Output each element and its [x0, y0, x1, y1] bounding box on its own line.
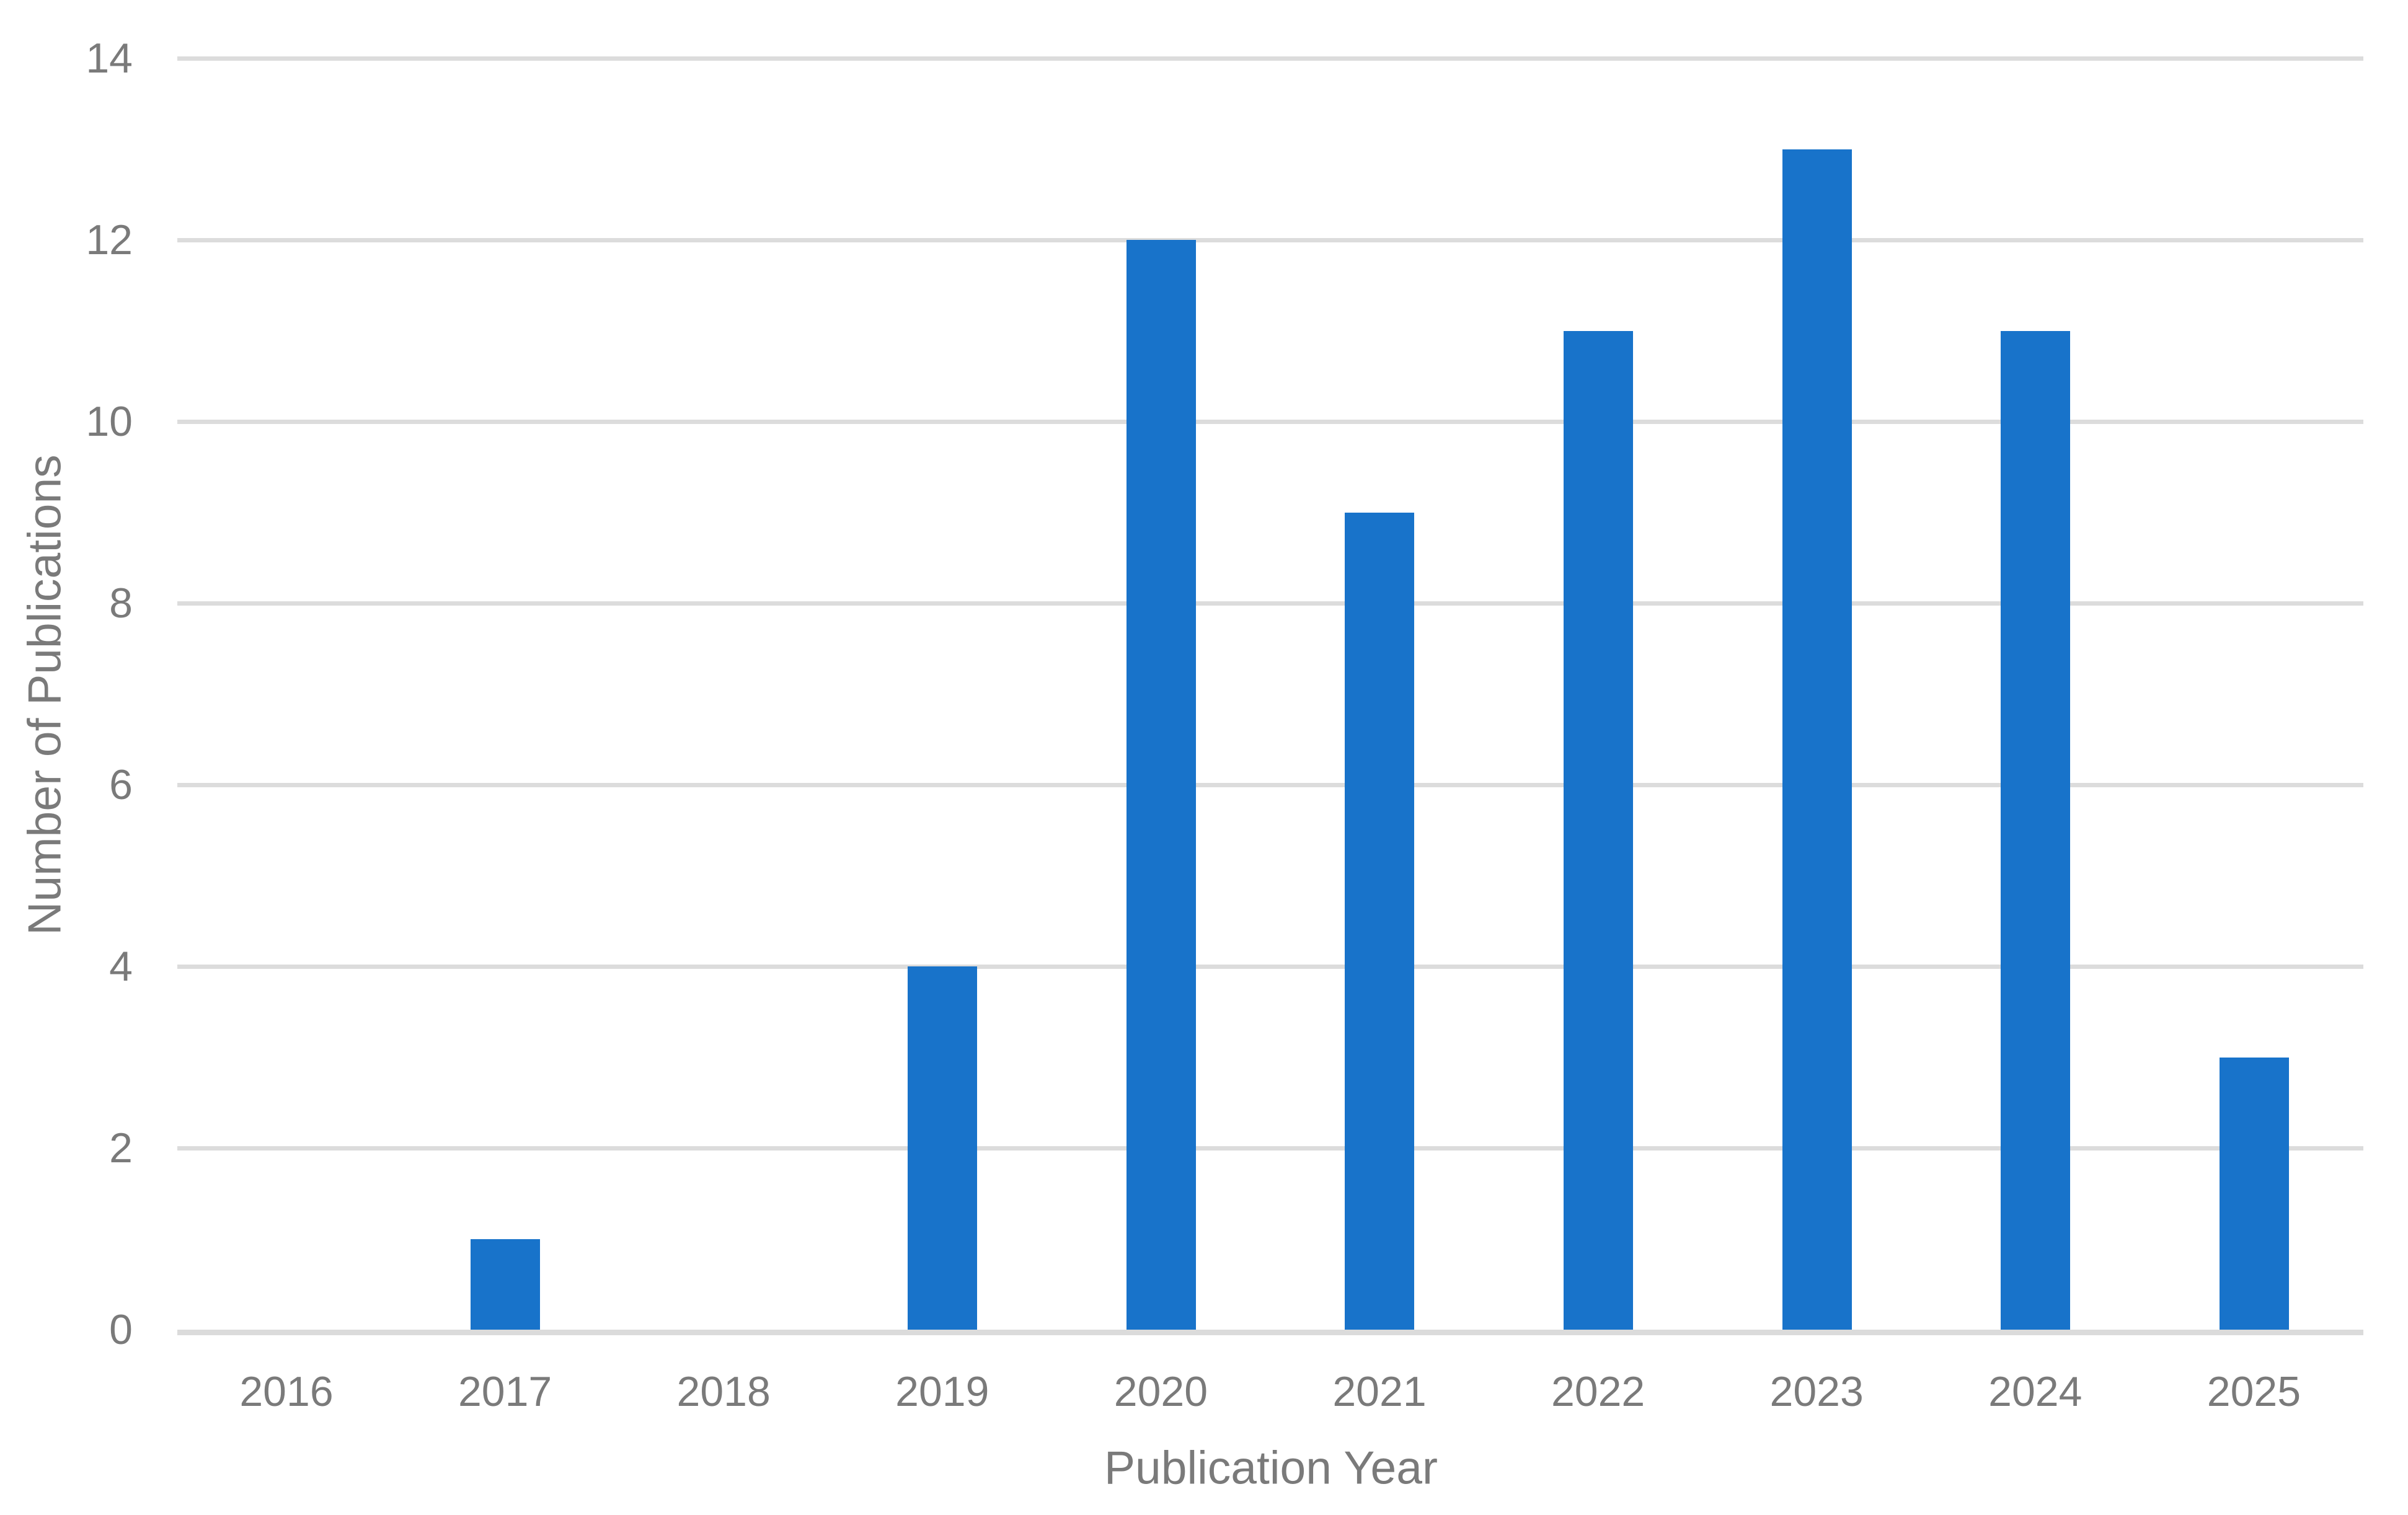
- y-tick-label-10: 10: [86, 398, 133, 445]
- x-tick-label-2024: 2024: [1988, 1368, 2083, 1415]
- bar-2023: [1782, 149, 1852, 1330]
- x-axis-title: Publication Year: [1104, 1441, 1438, 1494]
- x-tick-label-2025: 2025: [2207, 1368, 2301, 1415]
- bar-2017: [470, 1239, 540, 1330]
- gridline-y-2: [177, 1146, 2363, 1151]
- gridline-y-8: [177, 601, 2363, 606]
- y-tick-label-0: 0: [109, 1306, 133, 1353]
- y-tick-label-14: 14: [86, 35, 133, 82]
- plot-area: [177, 56, 2363, 1335]
- y-tick-label-4: 4: [109, 943, 133, 990]
- bar-2024: [2001, 330, 2071, 1330]
- gridline-y-12: [177, 238, 2363, 242]
- y-tick-label-12: 12: [86, 216, 133, 263]
- gridline-y-6: [177, 783, 2363, 787]
- bar-2025: [2219, 1057, 2289, 1330]
- gridline-y-4: [177, 965, 2363, 969]
- y-axis-title: Number of Publications: [18, 454, 71, 935]
- gridline-y-10: [177, 420, 2363, 424]
- y-tick-label-8: 8: [109, 580, 133, 627]
- x-tick-label-2017: 2017: [458, 1368, 552, 1415]
- x-axis-line: [177, 1330, 2363, 1335]
- gridline-y-14: [177, 56, 2363, 61]
- x-tick-label-2021: 2021: [1332, 1368, 1427, 1415]
- x-tick-label-2016: 2016: [239, 1368, 334, 1415]
- bar-2022: [1563, 330, 1633, 1330]
- x-tick-label-2019: 2019: [895, 1368, 989, 1415]
- bar-2020: [1126, 240, 1196, 1330]
- x-tick-label-2022: 2022: [1551, 1368, 1645, 1415]
- y-tick-label-2: 2: [109, 1124, 133, 1172]
- x-tick-label-2020: 2020: [1113, 1368, 1208, 1415]
- x-tick-label-2018: 2018: [676, 1368, 771, 1415]
- bar-2021: [1345, 512, 1415, 1330]
- x-tick-label-2023: 2023: [1769, 1368, 1864, 1415]
- bar-2019: [908, 966, 978, 1330]
- y-tick-label-6: 6: [109, 761, 133, 808]
